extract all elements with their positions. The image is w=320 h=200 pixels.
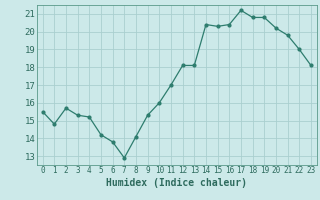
X-axis label: Humidex (Indice chaleur): Humidex (Indice chaleur) — [106, 178, 247, 188]
